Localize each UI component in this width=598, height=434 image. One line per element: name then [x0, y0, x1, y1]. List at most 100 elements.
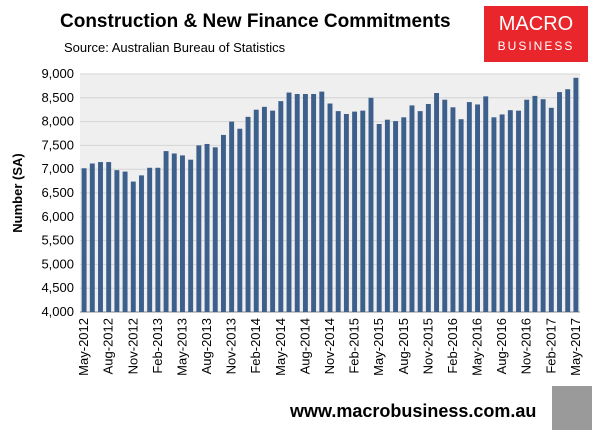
x-tick-label: Nov-2013 [224, 318, 239, 374]
y-tick-label: 8,000 [41, 114, 74, 129]
bar [147, 167, 153, 312]
logo-top: MACRO [499, 13, 573, 35]
x-tick-label: Feb-2014 [248, 318, 263, 374]
bar [409, 105, 415, 312]
y-tick-label: 5,500 [41, 233, 74, 248]
bar [548, 107, 554, 313]
bar [491, 117, 497, 312]
x-tick-label: Nov-2014 [322, 318, 337, 374]
bar [516, 110, 521, 312]
bar [475, 104, 480, 313]
bar [442, 99, 448, 312]
bar [196, 145, 202, 312]
bar [384, 119, 390, 312]
x-tick-label: Nov-2016 [519, 318, 534, 374]
x-tick-label: May-2015 [371, 318, 386, 376]
bar [360, 110, 366, 312]
x-tick-label: Aug-2013 [199, 318, 214, 374]
y-tick-label: 6,500 [41, 185, 74, 200]
bar [180, 155, 185, 312]
bar [163, 151, 169, 312]
bar [466, 102, 472, 312]
x-tick-label: May-2014 [273, 318, 288, 376]
bar [401, 117, 407, 312]
bar [188, 159, 194, 312]
bar [499, 114, 505, 313]
bar [335, 111, 341, 313]
x-tick-label: Feb-2017 [543, 318, 558, 374]
x-tick-label: Aug-2015 [396, 318, 411, 374]
bar [130, 181, 136, 312]
bar [425, 103, 431, 312]
x-tick-label: Nov-2012 [125, 318, 140, 374]
bar [532, 95, 538, 312]
bar [524, 99, 530, 312]
bar [204, 143, 210, 312]
footer-url: www.macrobusiness.com.au [289, 401, 536, 421]
y-axis-label: Number (SA) [10, 153, 25, 232]
y-tick-label: 7,000 [41, 161, 74, 176]
bar [311, 93, 317, 312]
x-tick-label: Feb-2015 [347, 318, 362, 374]
bar [573, 77, 579, 312]
bar [98, 162, 103, 312]
bar [565, 89, 571, 313]
bar [450, 107, 456, 312]
bar [417, 111, 423, 313]
bar [393, 121, 399, 313]
bar [483, 96, 489, 312]
y-tick-label: 9,000 [41, 66, 74, 81]
y-tick-label: 5,000 [41, 256, 74, 271]
x-tick-label: May-2016 [470, 318, 485, 376]
bar [212, 147, 218, 312]
bar [294, 93, 300, 312]
x-tick-label: Aug-2016 [494, 318, 509, 374]
bar [507, 110, 513, 313]
bar [261, 106, 267, 313]
bar [557, 92, 562, 312]
bar [89, 163, 95, 312]
wolf-logo [552, 386, 592, 430]
bar [302, 93, 308, 312]
x-tick-label: May-2017 [568, 318, 583, 376]
bar [253, 109, 259, 312]
bar [278, 101, 284, 312]
logo-bottom: BUSINESS [498, 39, 575, 53]
bar [270, 110, 276, 312]
y-tick-label: 6,000 [41, 209, 74, 224]
bar [229, 121, 235, 312]
chart-subtitle: Source: Australian Bureau of Statistics [64, 40, 286, 55]
y-tick-label: 7,500 [41, 137, 74, 152]
x-tick-label: May-2012 [76, 318, 91, 376]
x-tick-label: Nov-2015 [420, 318, 435, 374]
bar [368, 97, 374, 312]
bar [286, 92, 292, 313]
bar [81, 168, 87, 312]
y-tick-label: 4,000 [41, 304, 74, 319]
bar [434, 93, 440, 312]
bar [106, 162, 112, 312]
bar [114, 170, 120, 312]
bar [352, 111, 358, 312]
x-tick-label: Aug-2012 [101, 318, 116, 374]
bar [139, 175, 144, 312]
bar [458, 119, 464, 312]
bar [171, 153, 177, 312]
bar [343, 113, 349, 312]
bar [155, 167, 161, 312]
x-tick-label: Feb-2016 [445, 318, 460, 374]
x-tick-label: Feb-2013 [150, 318, 165, 374]
chart-title: Construction & New Finance Commitments [60, 11, 451, 32]
y-tick-label: 4,500 [41, 280, 74, 295]
bar [327, 103, 333, 313]
bar [245, 116, 251, 312]
bar [220, 134, 226, 312]
x-tick-label: Aug-2014 [297, 318, 312, 374]
bar [319, 91, 325, 312]
logo-box [484, 6, 588, 62]
bar [237, 128, 243, 312]
bar [540, 99, 546, 312]
x-tick-label: May-2013 [174, 318, 189, 376]
y-tick-label: 8,500 [41, 90, 74, 105]
